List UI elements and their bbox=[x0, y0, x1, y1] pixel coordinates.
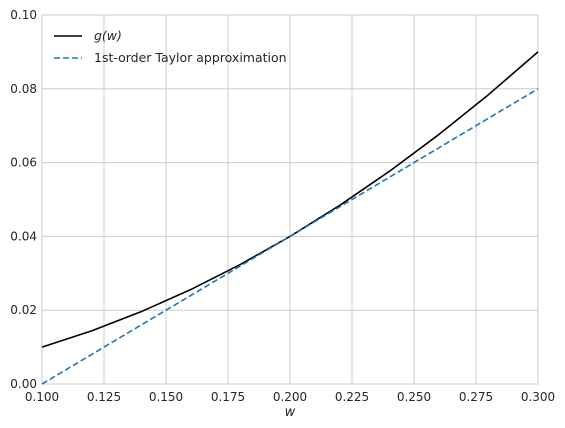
x-tick-label: 0.150 bbox=[149, 390, 183, 404]
x-tick-label: 0.225 bbox=[335, 390, 369, 404]
y-tick-label: 0.02 bbox=[10, 303, 37, 317]
x-tick-label: 0.200 bbox=[273, 390, 307, 404]
legend-label-g: g(w) bbox=[94, 28, 122, 43]
y-tick-label: 0.10 bbox=[10, 8, 37, 22]
series-line-taylor bbox=[41, 88, 539, 385]
plot-frame bbox=[41, 14, 539, 385]
series-layer bbox=[41, 51, 539, 385]
x-tick-label: 0.275 bbox=[459, 390, 493, 404]
x-axis-label: w bbox=[285, 405, 296, 420]
x-tick-label: 0.125 bbox=[87, 390, 121, 404]
y-tick-label: 0.06 bbox=[10, 156, 37, 170]
x-tick-label: 0.175 bbox=[211, 390, 245, 404]
y-tick-labels: 0.00 0.02 0.04 0.06 0.08 0.10 bbox=[10, 8, 37, 391]
y-tick-label: 0.04 bbox=[10, 229, 37, 243]
x-tick-label: 0.300 bbox=[521, 390, 555, 404]
y-tick-label: 0.00 bbox=[10, 377, 37, 391]
x-tick-label: 0.100 bbox=[25, 390, 59, 404]
x-tick-labels: 0.100 0.125 0.150 0.175 0.200 0.225 0.250 0.275… bbox=[25, 390, 555, 404]
legend: g(w) 1st-order Taylor approximation bbox=[54, 28, 287, 65]
y-tick-label: 0.08 bbox=[10, 82, 37, 96]
x-tick-label: 0.250 bbox=[397, 390, 431, 404]
legend-label-taylor: 1st-order Taylor approximation bbox=[94, 50, 287, 65]
